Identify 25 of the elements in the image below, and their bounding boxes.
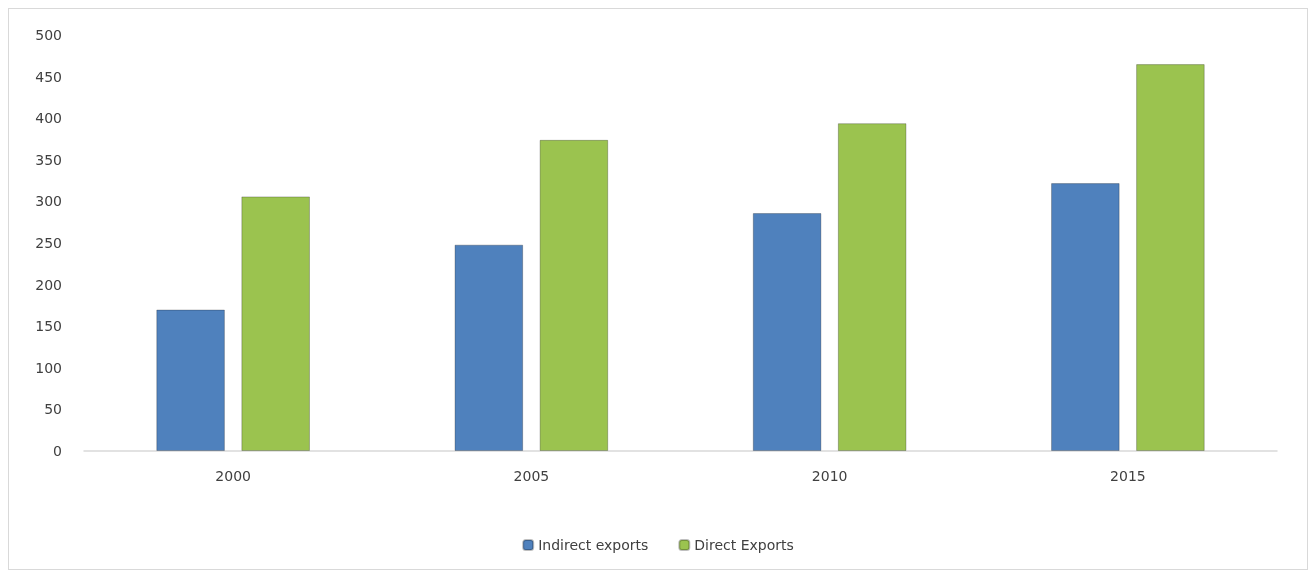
bar <box>539 139 609 451</box>
y-tick-label: 400 <box>35 110 62 127</box>
x-tick-label: 2000 <box>215 468 251 484</box>
y-tick-label: 50 <box>44 401 62 418</box>
y-tick-label: 450 <box>35 68 62 85</box>
bar <box>752 213 822 451</box>
x-tick-label: 2015 <box>1110 468 1146 484</box>
x-tick-label: 2010 <box>811 468 848 484</box>
legend-label: Indirect exports <box>538 537 649 553</box>
y-tick-label: 100 <box>35 359 62 376</box>
y-tick-label: 0 <box>53 443 62 459</box>
bar <box>241 196 310 451</box>
bar <box>454 244 524 451</box>
y-tick-label: 250 <box>35 235 62 251</box>
bar <box>837 123 907 451</box>
y-tick-label: 500 <box>35 27 62 43</box>
legend-label: Direct Exports <box>694 537 794 553</box>
bar <box>1051 183 1120 451</box>
y-tick-label: 300 <box>35 193 62 210</box>
y-tick-label: 150 <box>35 318 62 335</box>
bar <box>156 309 225 451</box>
x-tick-label: 2005 <box>513 468 550 484</box>
y-tick-label: 200 <box>35 276 62 293</box>
y-tick-label: 350 <box>35 151 62 168</box>
bar <box>1136 64 1205 451</box>
